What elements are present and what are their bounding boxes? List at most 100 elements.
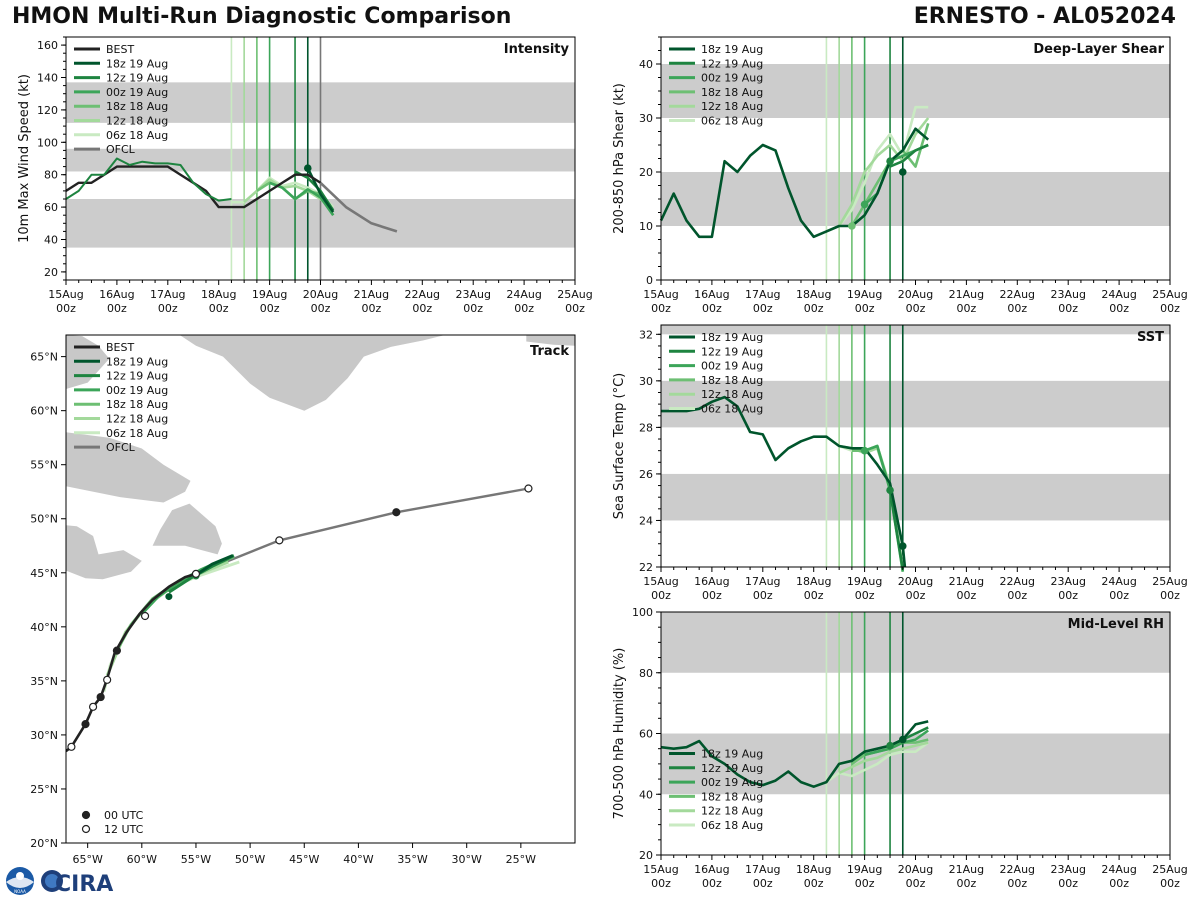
sst-band (661, 325, 1170, 335)
intensity-x-tick-label: 00z (107, 302, 127, 315)
track-x-tick-label: 25°W (506, 853, 536, 866)
track-frame (65, 334, 576, 844)
rh-x-tick-label: 16Aug (694, 863, 729, 876)
rh-x-tick-label: 22Aug (1000, 863, 1035, 876)
shear-y-tick-label: 40 (639, 58, 653, 71)
shear-x-tick-label: 00z (855, 302, 875, 315)
track-best-point (81, 720, 90, 729)
sst-x-tick-label: 21Aug (949, 575, 984, 588)
shear-legend-label: 06z 18 Aug (701, 115, 763, 128)
intensity-x-tick-label: 20Aug (303, 288, 338, 301)
rh-x-tick-label: 00z (1160, 877, 1180, 890)
track-x-tick-label: 35°W (397, 853, 427, 866)
track-y-tick-label: 20°N (30, 837, 58, 850)
rh-x-tick-label: 00z (957, 877, 977, 890)
rh-x-tick-label: 23Aug (1050, 863, 1085, 876)
shear-x-tick-label: 00z (804, 302, 824, 315)
rh-legend-label: 12z 19 Aug (701, 762, 763, 775)
shear-y-axis-label: 200-850 hPa Shear (kt) (612, 83, 627, 234)
intensity-x-tick-label: 19Aug (252, 288, 287, 301)
intensity-x-tick-label: 00z (362, 302, 382, 315)
track-land (66, 432, 191, 503)
track-legend-label: 18z 19 Aug (106, 355, 168, 368)
intensity-panel: 15Aug00z16Aug00z17Aug00z18Aug00z19Aug00z… (17, 36, 593, 315)
sst-y-tick-label: 26 (639, 468, 653, 481)
rh-y-tick-label: 100 (632, 606, 653, 619)
storm-title: ERNESTO - AL052024 (913, 4, 1176, 29)
rh-series-line (838, 741, 929, 775)
intensity-marker (303, 164, 312, 173)
intensity-x-tick-label: 25Aug (557, 288, 592, 301)
sst-x-tick-label: 00z (906, 589, 926, 602)
sst-legend-label: 18z 18 Aug (701, 374, 763, 387)
shear-legend-label: 12z 19 Aug (701, 57, 763, 70)
shear-x-tick-label: 25Aug (1152, 288, 1187, 301)
track-panel: 65°W 60°W 55°W 50°W 45°W 40°W 35°W 30°W 25°W 20°N… (30, 334, 576, 866)
rh-x-tick-label: 19Aug (847, 863, 882, 876)
track-run-line (195, 554, 234, 577)
track-legend-label: 00z 19 Aug (106, 384, 168, 397)
track-run-point (165, 593, 173, 601)
intensity-x-tick-label: 00z (463, 302, 483, 315)
track-y-tick-label: 25°N (30, 783, 58, 796)
shear-marker (898, 168, 907, 176)
intensity-x-tick-label: 21Aug (354, 288, 389, 301)
shear-panel-title: Deep-Layer Shear (1033, 42, 1164, 57)
track-x-tick-label: 55°W (181, 853, 211, 866)
shear-x-tick-label: 21Aug (949, 288, 984, 301)
rh-x-tick-label: 00z (651, 877, 671, 890)
rh-panel: 15Aug00z16Aug00z17Aug00z18Aug00z19Aug00z… (612, 606, 1188, 890)
track-marker-legend-label: 12 UTC (104, 823, 144, 836)
shear-series-line (837, 117, 930, 227)
shear-y-tick-label: 0 (646, 274, 653, 287)
track-best-point (103, 675, 112, 684)
track-land (526, 335, 575, 346)
shear-marker (848, 222, 856, 230)
track-panel-title: Track (530, 344, 569, 359)
logo-group: NOAA CIRA (6, 867, 113, 896)
intensity-legend-label: 12z 19 Aug (106, 72, 168, 85)
shear-x-tick-label: 23Aug (1050, 288, 1085, 301)
sst-x-tick-label: 00z (753, 589, 773, 602)
track-legend-label: 12z 19 Aug (106, 370, 168, 383)
intensity-x-tick-label: 00z (412, 302, 432, 315)
shear-x-tick-label: 00z (906, 302, 926, 315)
sst-x-tick-label: 24Aug (1101, 575, 1136, 588)
track-y-tick-label: 55°N (30, 459, 58, 472)
track-x-tick-label: 60°W (127, 853, 157, 866)
intensity-x-tick-label: 17Aug (150, 288, 185, 301)
intensity-legend-label: 18z 19 Aug (106, 57, 168, 70)
sst-series-line (888, 489, 905, 570)
track-x-tick-label: 50°W (235, 853, 265, 866)
rh-x-tick-label: 00z (1007, 877, 1027, 890)
track-ofcl-point (392, 508, 401, 517)
intensity-y-tick-label: 140 (37, 72, 58, 85)
track-y-tick-label: 35°N (30, 675, 58, 688)
intensity-series-line (319, 181, 398, 233)
sst-band (661, 380, 1170, 428)
intensity-series-line (269, 181, 335, 216)
rh-x-tick-label: 20Aug (898, 863, 933, 876)
rh-marker (886, 741, 894, 750)
sst-x-tick-label: 20Aug (898, 575, 933, 588)
track-legend-label: 18z 18 Aug (106, 398, 168, 411)
rh-legend-label: 18z 18 Aug (701, 790, 763, 803)
intensity-y-tick-label: 120 (37, 104, 58, 117)
intensity-y-tick-label: 60 (44, 201, 58, 214)
sst-x-tick-label: 00z (957, 589, 977, 602)
track-y-tick-label: 45°N (30, 567, 58, 580)
sst-series-line (661, 395, 907, 568)
sst-band (661, 473, 1170, 521)
track-land (66, 525, 142, 580)
sst-x-tick-label: 25Aug (1152, 575, 1187, 588)
intensity-x-tick-label: 00z (260, 302, 280, 315)
track-best-point (112, 646, 122, 655)
sst-x-tick-label: 00z (651, 589, 671, 602)
shear-y-tick-label: 30 (639, 112, 653, 125)
page-title: HMON Multi-Run Diagnostic Comparison (12, 4, 512, 29)
track-land (152, 503, 222, 555)
rh-x-tick-label: 25Aug (1152, 863, 1187, 876)
sst-legend-label: 00z 19 Aug (701, 360, 763, 373)
intensity-series-line (65, 157, 232, 202)
intensity-x-tick-label: 23Aug (455, 288, 490, 301)
